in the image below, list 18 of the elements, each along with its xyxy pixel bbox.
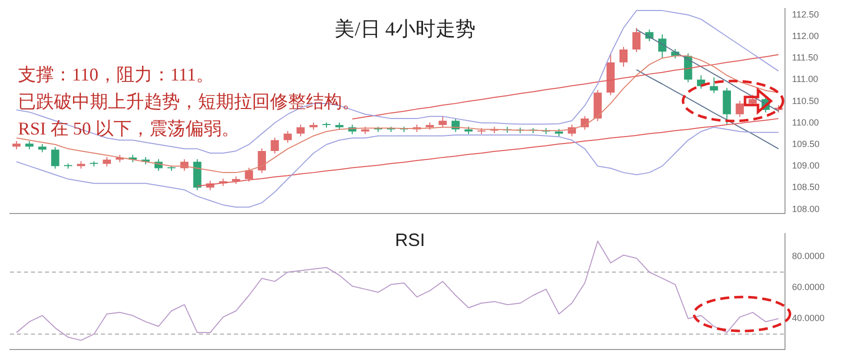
annotation: RSI 在 50 以下，震荡偏弱。 xyxy=(18,118,240,139)
y-tick-label: 110.00 xyxy=(792,117,819,128)
annotation: 已跌破中期上升趋势，短期拉回修整结构。 xyxy=(18,92,360,112)
annotation: 支撑：110，阻力：111。 xyxy=(18,64,214,85)
y-tick-label: 108.00 xyxy=(792,204,820,214)
y-tick-label: 111.50 xyxy=(792,52,818,63)
chart-title: RSI xyxy=(394,230,426,250)
y-tick-label: 109.50 xyxy=(792,138,820,149)
y-tick-label: 111.00 xyxy=(792,74,818,84)
text: 美/日 4小时走势 xyxy=(334,17,476,40)
y-tick-label: 80.0000 xyxy=(792,251,825,262)
y-tick-label: 112.00 xyxy=(792,30,819,41)
y-tick-label: 40.0000 xyxy=(792,313,825,324)
y-tick-label: 108.50 xyxy=(792,182,820,192)
y-tick-label: 60.0000 xyxy=(792,282,825,292)
y-tick-label: 109.00 xyxy=(792,160,820,171)
y-tick-label: 110.50 xyxy=(792,96,819,106)
y-tick-label: 112.50 xyxy=(792,9,819,20)
